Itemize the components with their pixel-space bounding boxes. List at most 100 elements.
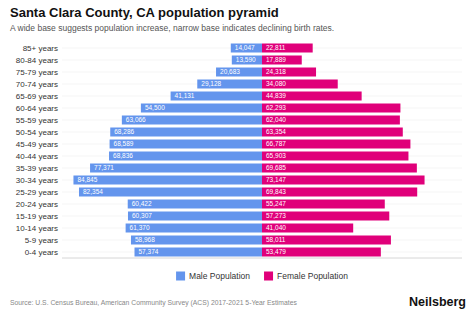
legend-label: Male Population (189, 271, 250, 281)
data-label: 20,683 (220, 68, 240, 75)
bar (231, 44, 262, 53)
data-label: 63,066 (126, 116, 146, 123)
tick-label: 35-39 years (16, 164, 58, 173)
tick-label: 75-79 years (16, 68, 58, 77)
bar (126, 224, 262, 233)
data-label: 13,590 (236, 56, 256, 63)
branding: Neilsberg (409, 295, 466, 309)
data-label: 61,370 (130, 224, 150, 231)
data-label: 60,422 (132, 200, 152, 207)
bar (262, 92, 362, 101)
data-label: 60,307 (132, 212, 152, 219)
tick-label: 15-19 years (16, 212, 58, 221)
bar (262, 236, 391, 245)
tick-label: 85+ years (23, 44, 58, 53)
tick-label: 20-24 years (16, 200, 58, 209)
bar (262, 176, 425, 185)
legend: Male Population Female Population (176, 271, 348, 281)
data-label: 66,787 (266, 140, 286, 147)
bar (262, 212, 389, 221)
bar (262, 140, 410, 149)
bars (73, 44, 424, 257)
tick-label: 70-74 years (16, 80, 58, 89)
data-labels: 57,374 58,968 61,370 60,307 60,422 82,354 84,8… (77, 44, 286, 255)
tick-label: 80-84 years (16, 56, 58, 65)
data-label: 58,968 (135, 236, 155, 243)
data-label: 62,293 (266, 104, 286, 111)
tick-label: 30-34 years (16, 176, 58, 185)
data-label: 62,040 (266, 116, 286, 123)
source: Source: U.S. Census Bureau, American Com… (10, 299, 297, 307)
data-label: 55,247 (266, 200, 286, 207)
bar (262, 44, 313, 53)
tick-label: 40-44 years (16, 152, 58, 161)
bar (73, 176, 262, 185)
data-label: 68,286 (114, 128, 134, 135)
bar (122, 116, 262, 125)
tick-label: 45-49 years (16, 140, 58, 149)
bar (216, 68, 262, 77)
bar (262, 200, 385, 209)
bar (262, 224, 353, 233)
tick-label: 5-9 years (25, 236, 58, 245)
data-label: 24,318 (266, 68, 286, 75)
bar (135, 248, 262, 257)
data-label: 34,080 (266, 80, 286, 87)
tick-label: 65-69 years (16, 92, 58, 101)
data-label: 84,845 (77, 176, 97, 183)
data-label: 57,374 (139, 248, 159, 255)
data-label: 41,040 (266, 224, 286, 231)
bar (131, 236, 262, 245)
bar (262, 116, 400, 125)
bar (262, 56, 302, 65)
data-label: 65,903 (266, 152, 286, 159)
bar (262, 164, 417, 173)
data-label: 41,131 (175, 92, 195, 99)
axis-line (62, 258, 462, 259)
chart: Santa Clara County, CA population pyrami… (0, 0, 474, 316)
bar (128, 212, 262, 221)
data-label: 22,811 (266, 44, 286, 51)
bar (262, 248, 381, 257)
data-label: 69,843 (266, 188, 286, 195)
data-label: 29,128 (201, 80, 221, 87)
y-axis: 0-4 years 5-9 years 10-14 years 15-19 years… (16, 44, 58, 257)
tick-label: 50-54 years (16, 128, 58, 137)
bar (262, 188, 417, 197)
legend-swatch (176, 272, 185, 281)
legend-label: Female Population (277, 271, 348, 281)
data-label: 68,589 (114, 140, 134, 147)
data-label: 54,500 (145, 104, 165, 111)
bar (79, 188, 262, 197)
data-label: 14,047 (235, 44, 255, 51)
data-label: 63,354 (266, 128, 286, 135)
tick-label: 55-59 years (16, 116, 58, 125)
bar (109, 152, 262, 161)
data-label: 68,836 (113, 152, 133, 159)
bar (141, 104, 262, 113)
tick-label: 60-64 years (16, 104, 58, 113)
data-label: 82,354 (83, 188, 103, 195)
bar (262, 152, 408, 161)
bar (232, 56, 262, 65)
bar (90, 164, 262, 173)
bar (197, 80, 262, 89)
bar (262, 68, 316, 77)
data-label: 44,839 (266, 92, 286, 99)
data-label: 17,889 (266, 56, 286, 63)
subtitle: A wide base suggests population increase… (10, 23, 334, 33)
data-label: 73,147 (266, 176, 286, 183)
data-label: 69,685 (266, 164, 286, 171)
tick-label: 25-29 years (16, 188, 58, 197)
bar (262, 104, 400, 113)
bar (128, 200, 262, 209)
data-label: 57,273 (266, 212, 286, 219)
data-label: 58,011 (266, 236, 286, 243)
tick-label: 0-4 years (25, 248, 58, 257)
bar (110, 140, 262, 149)
title: Santa Clara County, CA population pyrami… (10, 5, 279, 20)
legend-swatch (264, 272, 273, 281)
grid (62, 48, 462, 252)
tick-label: 10-14 years (16, 224, 58, 233)
bar (262, 128, 403, 137)
